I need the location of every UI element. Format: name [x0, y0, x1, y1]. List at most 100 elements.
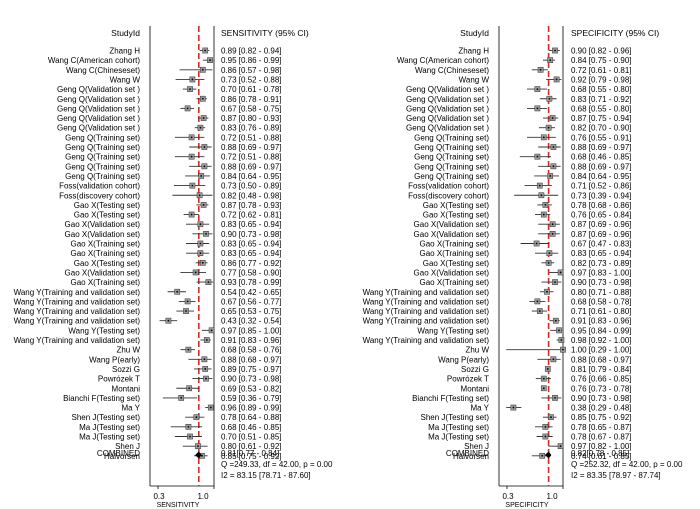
sensitivity-study-label: Geng Q(Validation set )	[57, 95, 140, 104]
specificity-study-value: 0.88 [0.69 - 0.97]	[571, 162, 632, 171]
sensitivity-study-label: Gao X(Testing set)	[74, 201, 141, 210]
sensitivity-point-dot	[205, 377, 207, 380]
specificity-study-value: 0.78 [0.67 - 0.87]	[571, 433, 632, 442]
specificity-study-label: Gao X(Training set)	[419, 278, 489, 287]
specificity-point-dot	[544, 435, 547, 438]
specificity-ci-header: SPECIFICITY (95% CI)	[571, 28, 659, 38]
specificity-study-value: 0.88 [0.69 - 0.97]	[571, 143, 632, 152]
sensitivity-study-label: Wang C(Chineseset)	[66, 66, 140, 75]
specificity-study-label: Wang P(early)	[438, 355, 489, 364]
sensitivity-study-label: Geng Q(Validation set )	[57, 104, 140, 113]
sensitivity-point-dot	[191, 78, 194, 81]
specificity-study-value: 0.95 [0.84 - 0.99]	[571, 326, 632, 335]
specificity-study-label: Zhu W	[465, 346, 489, 355]
sensitivity-point-dot	[186, 107, 189, 110]
sensitivity-study-value: 0.72 [0.51 - 0.88]	[221, 133, 282, 142]
sensitivity-study-label: Wang P(early)	[89, 355, 140, 364]
sensitivity-study-value: 0.89 [0.75 - 0.97]	[221, 365, 282, 374]
sensitivity-study-label: Geng Q(Training set)	[65, 172, 140, 181]
specificity-study-value: 0.91 [0.83 - 0.96]	[571, 317, 632, 326]
sensitivity-study-label: Ma J(Testing set)	[79, 433, 140, 442]
sensitivity-study-label: Geng Q(Training set)	[65, 162, 140, 171]
sensitivity-study-value: 0.97 [0.85 - 1.00]	[221, 326, 282, 335]
sensitivity-study-label: Bianchi F(Testing set)	[63, 394, 140, 403]
specificity-point-dot	[562, 348, 564, 351]
specificity-combined-diamond	[544, 451, 552, 459]
sensitivity-study-value: 0.78 [0.64 - 0.88]	[221, 413, 282, 422]
specificity-combined-label: COMBINED	[446, 449, 489, 458]
specificity-study-value: 0.97 [0.83 - 1.00]	[571, 268, 632, 277]
specificity-study-label: Zhang H	[458, 47, 489, 56]
specificity-study-value: 0.73 [0.39 - 0.94]	[571, 191, 632, 200]
specificity-study-label: Halvorsen	[453, 452, 489, 461]
sensitivity-study-value: 0.93 [0.78 - 0.99]	[221, 278, 282, 287]
sensitivity-study-label: Geng Q(Validation set )	[57, 114, 140, 123]
sensitivity-study-label: Ma Y	[121, 404, 140, 413]
specificity-study-label: Wang C(American cohort)	[397, 56, 490, 65]
sensitivity-study-label: Foss(discovery cohort)	[59, 191, 140, 200]
sensitivity-forest-panel: StudyId SENSITIVITY (95% CI) COMBINED 0.…	[14, 26, 333, 509]
sensitivity-point-dot	[199, 126, 202, 129]
sensitivity-x-tick-label-low: 0.3	[153, 492, 165, 501]
specificity-point-dot	[554, 281, 556, 283]
specificity-point-dot	[548, 252, 551, 255]
specificity-study-label: Gao X(Testing set)	[423, 211, 490, 220]
specificity-study-label: Geng Q(Validation set )	[406, 85, 489, 94]
specificity-x-tick-label-high: 1.0	[546, 492, 558, 501]
specificity-study-label: Wang Y(Testing set)	[417, 326, 489, 335]
specificity-point-dot	[552, 146, 555, 148]
specificity-study-value: 0.76 [0.65 - 0.84]	[571, 211, 632, 220]
sensitivity-study-value: 0.88 [0.69 - 0.97]	[221, 143, 282, 152]
sensitivity-study-value: 0.82 [0.48 - 0.98]	[221, 191, 282, 200]
sensitivity-study-label: Gao X(Training set)	[70, 249, 140, 258]
sensitivity-point-dot	[200, 175, 203, 177]
specificity-x-axis-label: SPECIFICITY	[505, 502, 549, 509]
specificity-point-dot	[548, 97, 551, 100]
specificity-study-value: 0.76 [0.73 - 0.78]	[571, 384, 632, 393]
specificity-study-value: 0.87 [0.69 - 0.96]	[571, 220, 632, 229]
specificity-heterogeneity-q: Q =252.32, df = 42.00, p = 0.00	[571, 460, 683, 469]
specificity-point-dot	[546, 368, 549, 370]
sensitivity-study-label: Gao X(Validation set)	[65, 230, 141, 239]
specificity-point-dot	[547, 261, 550, 264]
sensitivity-point-dot	[189, 88, 191, 90]
specificity-study-label: Gao X(Validation set)	[414, 268, 490, 277]
specificity-study-value: 0.68 [0.46 - 0.85]	[571, 153, 632, 162]
specificity-study-label: Ma Y	[470, 404, 489, 413]
specificity-study-value: 0.72 [0.61 - 0.81]	[571, 66, 632, 75]
specificity-study-value: 0.82 [0.70 - 0.90]	[571, 124, 632, 133]
sensitivity-study-value: 0.89 [0.82 - 0.94]	[221, 47, 282, 56]
specificity-point-dot	[552, 165, 555, 168]
sensitivity-combined-value: 0.81[0.77 - 0.84]	[221, 449, 279, 458]
sensitivity-study-value: 0.87 [0.80 - 0.93]	[221, 114, 282, 123]
sensitivity-point-dot	[190, 155, 193, 158]
specificity-study-label: Shen J	[464, 442, 489, 451]
sensitivity-point-dot	[191, 184, 194, 187]
specificity-study-label: Geng Q(Validation set )	[406, 124, 489, 133]
specificity-study-label: Ma J(Testing set)	[428, 423, 489, 432]
specificity-study-label: Gao X(Testing set)	[423, 259, 490, 268]
specificity-point-dot	[554, 49, 556, 52]
sensitivity-point-dot	[201, 261, 204, 264]
sensitivity-study-value: 0.69 [0.53 - 0.82]	[221, 384, 282, 393]
sensitivity-point-dot	[199, 242, 202, 245]
sensitivity-study-label: Wang Y(Testing set)	[68, 326, 140, 335]
specificity-point-dot	[539, 68, 542, 71]
sensitivity-study-label: Geng Q(Validation set )	[57, 124, 140, 133]
sensitivity-study-label: Wang Y(Training and validation set)	[14, 288, 141, 297]
specificity-study-value: 0.81 [0.79 - 0.84]	[571, 365, 632, 374]
specificity-study-value: 0.90 [0.73 - 0.98]	[571, 394, 632, 403]
specificity-point-dot	[554, 319, 557, 322]
sensitivity-study-value: 0.73 [0.50 - 0.89]	[221, 182, 282, 191]
sensitivity-study-label: Montani	[112, 384, 141, 393]
sensitivity-study-value: 0.68 [0.46 - 0.85]	[221, 423, 282, 432]
sensitivity-point-dot	[167, 319, 170, 322]
sensitivity-point-dot	[204, 49, 207, 52]
specificity-point-dot	[535, 242, 538, 245]
sensitivity-studyid-header: StudyId	[111, 28, 140, 38]
sensitivity-study-value: 0.86 [0.57 - 0.98]	[221, 66, 282, 75]
specificity-study-value: 0.68 [0.58 - 0.78]	[571, 297, 632, 306]
specificity-study-label: Gao X(Validation set)	[414, 220, 490, 229]
specificity-study-value: 0.98 [0.92 - 1.00]	[571, 336, 632, 345]
